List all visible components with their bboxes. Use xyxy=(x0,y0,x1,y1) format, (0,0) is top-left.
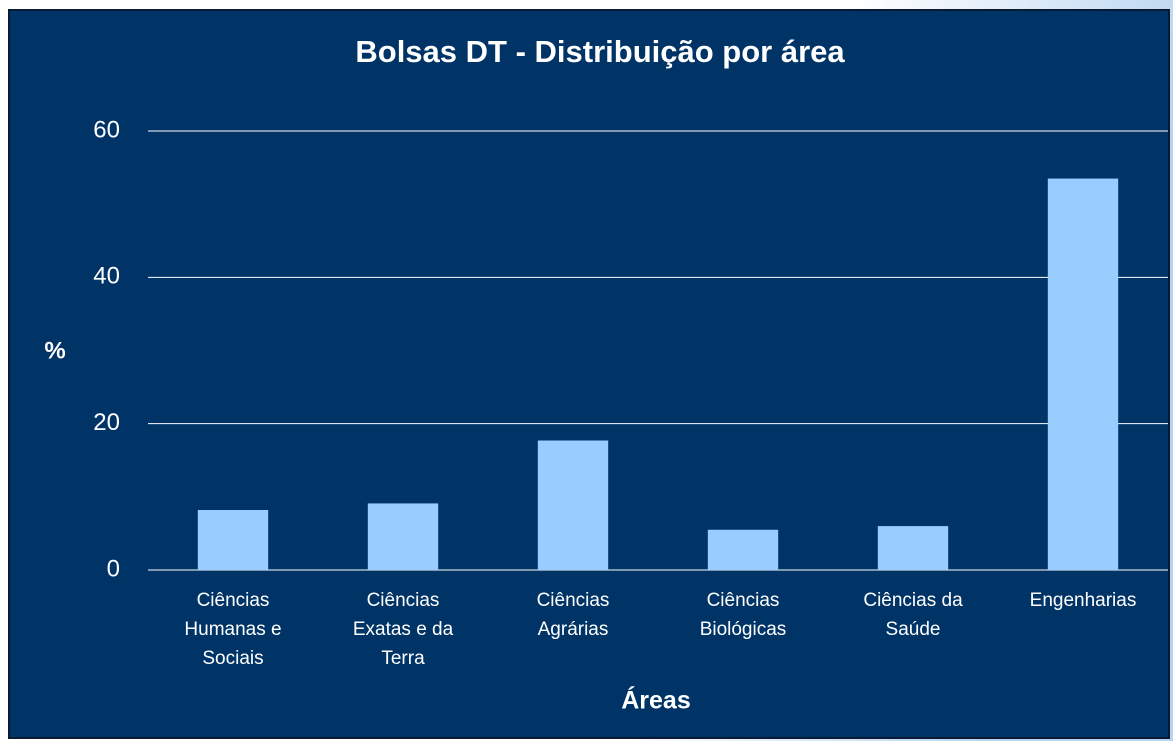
y-tick-label: 0 xyxy=(107,555,120,582)
x-tick-label: Ciências Exatas e da Terra xyxy=(353,590,454,669)
bar xyxy=(1047,178,1119,570)
bar xyxy=(197,510,269,570)
x-tick-label: Ciências Humanas e Sociais xyxy=(184,590,281,669)
x-tick-label: Engenharias xyxy=(1030,590,1137,611)
bar xyxy=(877,526,949,570)
x-tick-label: Ciências Agrárias xyxy=(537,590,610,640)
x-tick-label: Ciências Biológicas xyxy=(700,590,787,640)
bar xyxy=(707,529,779,570)
x-tick-label: Ciências da Saúde xyxy=(863,590,963,640)
y-tick-label: 40 xyxy=(93,263,120,290)
y-axis-label: % xyxy=(44,337,65,364)
chart-title: Bolsas DT - Distribuição por área xyxy=(355,34,845,69)
y-tick-label: 20 xyxy=(93,409,120,436)
bar xyxy=(367,503,439,570)
bar xyxy=(537,440,609,570)
x-axis-label: Áreas xyxy=(621,686,691,715)
y-tick-label: 60 xyxy=(93,116,120,143)
